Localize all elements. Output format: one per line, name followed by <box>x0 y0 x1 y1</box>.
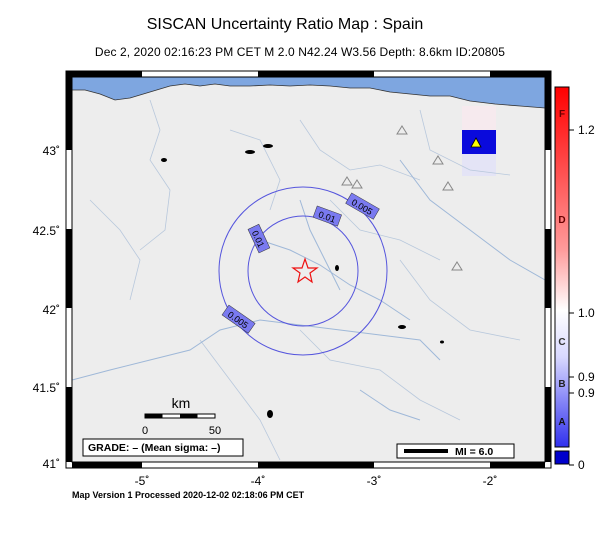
colorbar-label: 0.9 <box>578 386 595 400</box>
ratio-cell-light <box>462 106 496 130</box>
lat-tick-label: 42˚ <box>43 303 60 317</box>
colorbar-label: 0 <box>578 458 585 472</box>
mi-text: MI = 6.0 <box>455 446 493 458</box>
triangle-icon <box>351 179 363 189</box>
grade-letter: A <box>558 417 565 428</box>
rivers <box>72 159 545 421</box>
triangle-icon <box>442 181 454 191</box>
triangle-icon <box>432 155 444 165</box>
grade-letter: D <box>558 215 565 226</box>
processing-footer: Map Version 1 Processed 2020-12-02 02:18… <box>72 490 305 500</box>
ratio-cell-blue <box>462 130 496 154</box>
lat-labels: 43˚ 42.5˚ 42˚ 41.5˚ 41˚ <box>33 144 60 471</box>
lat-tick-label: 41.5˚ <box>33 381 60 395</box>
triangle-icon <box>451 261 463 271</box>
map-area <box>72 77 545 462</box>
mi-legend: MI = 6.0 <box>396 443 515 459</box>
star-icon <box>291 257 319 284</box>
scale-tick: 50 <box>209 425 221 437</box>
lat-tick-label: 42.5˚ <box>33 224 60 238</box>
ratio-cell-pale <box>462 154 496 176</box>
lon-tick-label: -5˚ <box>135 474 150 488</box>
lat-tick-label: 41˚ <box>43 457 60 471</box>
lon-tick-label: -3˚ <box>367 474 382 488</box>
stations <box>341 125 463 271</box>
triangle-icon <box>396 125 408 135</box>
lon-tick-label: -2˚ <box>483 474 498 488</box>
colorbar: F D C B A 1.2 1.0 0.9 0.9 0 <box>554 86 595 472</box>
borders <box>89 99 521 461</box>
scale-unit: km <box>172 395 191 411</box>
triangle-icon <box>470 137 482 148</box>
map-frame <box>65 70 552 469</box>
colorbar-label: 1.0 <box>578 306 595 320</box>
scale-tick: 0 <box>142 425 148 437</box>
contour-0.01 <box>247 215 359 327</box>
grade-text: GRADE: – (Mean sigma: –) <box>88 442 220 454</box>
sea-area <box>72 77 545 109</box>
map-title: SISCAN Uncertainty Ratio Map : Spain <box>146 16 424 33</box>
event-subtitle: Dec 2, 2020 02:16:23 PM CET M 2.0 N42.24… <box>94 45 506 59</box>
grade-letter: B <box>558 379 565 390</box>
reservoirs <box>161 144 444 418</box>
triangle-icon <box>341 176 353 186</box>
colorbar-label: 1.2 <box>578 123 595 137</box>
grade-box: GRADE: – (Mean sigma: –) <box>82 438 244 457</box>
lon-tick-label: -4˚ <box>251 474 266 488</box>
lat-tick-label: 43˚ <box>43 144 60 158</box>
contour-lines <box>218 186 388 356</box>
grade-letter: C <box>558 337 565 348</box>
contour-0.005 <box>218 186 388 356</box>
scale-bar: km 0 50 <box>142 395 221 437</box>
grade-letter: F <box>559 109 565 120</box>
colorbar-label: 0.9 <box>578 370 595 384</box>
lon-labels: -5˚ -4˚ -3˚ -2˚ <box>135 474 498 488</box>
